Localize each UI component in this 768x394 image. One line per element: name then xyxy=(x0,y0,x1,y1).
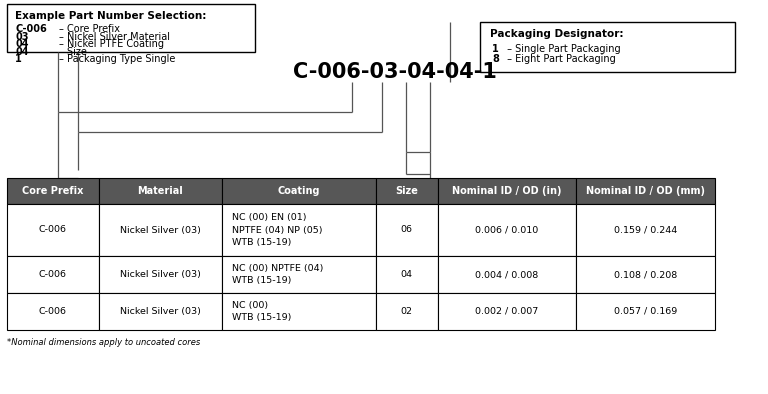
Text: 0.108 / 0.208: 0.108 / 0.208 xyxy=(614,270,677,279)
Text: 0.159 / 0.244: 0.159 / 0.244 xyxy=(614,225,677,234)
Bar xyxy=(576,256,715,293)
Text: C-006: C-006 xyxy=(39,307,67,316)
Text: C-006: C-006 xyxy=(39,270,67,279)
Bar xyxy=(376,256,438,293)
Text: Material: Material xyxy=(137,186,184,196)
Text: NC (00) NPTFE (04)
WTB (15-19): NC (00) NPTFE (04) WTB (15-19) xyxy=(232,264,323,285)
Text: NC (00) EN (01)
NPTFE (04) NP (05)
WTB (15-19): NC (00) EN (01) NPTFE (04) NP (05) WTB (… xyxy=(232,213,323,247)
Text: Core Prefix: Core Prefix xyxy=(22,186,84,196)
Bar xyxy=(7,204,99,256)
Text: 0.057 / 0.169: 0.057 / 0.169 xyxy=(614,307,677,316)
Bar xyxy=(438,204,576,256)
Bar xyxy=(438,293,576,330)
Bar xyxy=(576,204,715,256)
Text: NC (00)
WTB (15-19): NC (00) WTB (15-19) xyxy=(232,301,291,322)
Text: 06: 06 xyxy=(401,225,412,234)
Bar xyxy=(576,178,715,204)
Bar xyxy=(576,293,715,330)
Bar xyxy=(438,256,576,293)
Text: – Single Part Packaging: – Single Part Packaging xyxy=(504,44,621,54)
Text: 0.002 / 0.007: 0.002 / 0.007 xyxy=(475,307,538,316)
Text: 02: 02 xyxy=(401,307,412,316)
Text: 04: 04 xyxy=(15,46,28,56)
Bar xyxy=(7,293,99,330)
Text: Nickel Silver (03): Nickel Silver (03) xyxy=(120,307,201,316)
Bar xyxy=(99,178,222,204)
Text: 04: 04 xyxy=(401,270,412,279)
Text: Size: Size xyxy=(396,186,418,196)
Text: 04: 04 xyxy=(15,39,28,49)
Text: *Nominal dimensions apply to uncoated cores: *Nominal dimensions apply to uncoated co… xyxy=(7,338,200,347)
Text: 03: 03 xyxy=(15,32,28,41)
Text: Coating: Coating xyxy=(277,186,320,196)
Bar xyxy=(222,256,376,293)
Text: – Packaging Type Single: – Packaging Type Single xyxy=(59,54,175,64)
Bar xyxy=(7,4,255,52)
Text: – Size: – Size xyxy=(59,46,87,56)
Text: Example Part Number Selection:: Example Part Number Selection: xyxy=(15,11,207,21)
Text: Nominal ID / OD (mm): Nominal ID / OD (mm) xyxy=(586,186,705,196)
Text: – Nickel PTFE Coating: – Nickel PTFE Coating xyxy=(59,39,164,49)
Bar xyxy=(376,178,438,204)
Bar xyxy=(222,178,376,204)
Text: Nominal ID / OD (in): Nominal ID / OD (in) xyxy=(452,186,561,196)
Text: 8: 8 xyxy=(492,54,499,64)
Text: Packaging Designator:: Packaging Designator: xyxy=(490,29,624,39)
Bar xyxy=(376,293,438,330)
Bar xyxy=(376,204,438,256)
Bar xyxy=(438,178,576,204)
Text: – Core Prefix: – Core Prefix xyxy=(59,24,120,34)
Text: C-006: C-006 xyxy=(39,225,67,234)
Bar xyxy=(480,22,735,72)
Text: – Eight Part Packaging: – Eight Part Packaging xyxy=(504,54,616,64)
Bar xyxy=(99,256,222,293)
Text: Nickel Silver (03): Nickel Silver (03) xyxy=(120,225,201,234)
Text: 1: 1 xyxy=(15,54,22,64)
Text: – Nickel Silver Material: – Nickel Silver Material xyxy=(59,32,170,41)
Text: 0.006 / 0.010: 0.006 / 0.010 xyxy=(475,225,538,234)
Bar xyxy=(222,293,376,330)
Text: Nickel Silver (03): Nickel Silver (03) xyxy=(120,270,201,279)
Bar xyxy=(222,204,376,256)
Text: C-006-03-04-04-1: C-006-03-04-04-1 xyxy=(293,62,497,82)
Bar xyxy=(99,204,222,256)
Text: 1: 1 xyxy=(492,44,498,54)
Text: C-006: C-006 xyxy=(15,24,47,34)
Bar xyxy=(7,256,99,293)
Bar xyxy=(99,293,222,330)
Bar xyxy=(7,178,99,204)
Text: 0.004 / 0.008: 0.004 / 0.008 xyxy=(475,270,538,279)
